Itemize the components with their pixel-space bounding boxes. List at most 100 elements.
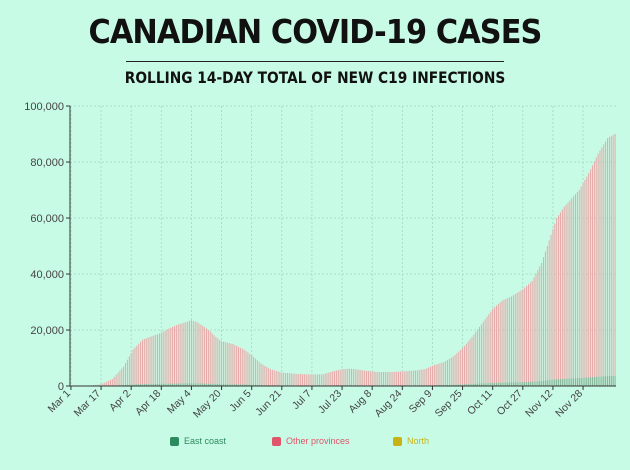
bar — [591, 165, 593, 386]
bar — [524, 287, 526, 386]
bar-east-coast — [575, 378, 577, 386]
bar — [354, 369, 356, 386]
bar — [367, 371, 369, 386]
bar — [181, 323, 183, 386]
bar — [198, 323, 200, 386]
bar — [226, 342, 228, 386]
bar-east-coast — [200, 383, 202, 386]
bar — [527, 284, 529, 386]
bar — [292, 373, 294, 386]
bar — [322, 374, 324, 386]
bar — [510, 296, 513, 386]
bar — [430, 366, 432, 386]
bar — [149, 336, 151, 386]
x-tick-label: May 20 — [191, 388, 224, 421]
bar-east-coast — [582, 377, 584, 386]
bar-east-coast — [153, 383, 155, 386]
bar — [437, 363, 439, 386]
bar-east-coast — [132, 384, 134, 386]
bar-east-coast — [590, 377, 592, 386]
bar — [177, 324, 179, 386]
bar — [529, 282, 531, 386]
bar — [567, 202, 569, 386]
bar-east-coast — [237, 384, 240, 386]
bar — [398, 371, 400, 386]
bar — [490, 311, 492, 386]
bar — [307, 374, 309, 386]
bar — [332, 371, 334, 386]
bar-east-coast — [537, 381, 539, 386]
bar-east-coast — [128, 384, 130, 386]
bar-east-coast — [471, 384, 473, 386]
x-tick-label: Oct 27 — [495, 388, 525, 418]
bar — [164, 330, 166, 386]
bar — [441, 362, 443, 386]
bar — [501, 300, 503, 386]
bar-east-coast — [175, 383, 177, 386]
bar — [356, 369, 358, 386]
chart-title: CANADIAN COVID-19 CASES — [88, 12, 542, 51]
y-tick-label: 60,000 — [30, 213, 64, 225]
y-axis-ticks: 0 20,000 40,000 60,000 80,000 100,000 — [24, 101, 70, 393]
legend-item-east-coast[interactable]: East coast — [170, 436, 226, 446]
y-tick-label: 20,000 — [30, 325, 64, 337]
bar-east-coast — [160, 383, 162, 386]
bar — [550, 234, 552, 386]
x-tick-label: Oct 11 — [465, 388, 495, 418]
bar — [612, 135, 614, 386]
bar — [300, 374, 302, 386]
legend-item-other-provinces[interactable]: Other provinces — [272, 436, 350, 446]
bar-east-coast — [222, 384, 224, 386]
bar — [539, 266, 541, 386]
bar — [369, 371, 371, 386]
bar-east-coast — [202, 383, 204, 386]
bar — [281, 372, 283, 386]
bar-east-coast — [230, 384, 232, 386]
bar — [569, 200, 571, 386]
legend-item-north[interactable]: North — [393, 436, 429, 446]
bar — [445, 361, 447, 386]
bar-east-coast — [554, 379, 556, 386]
bar — [141, 339, 144, 386]
bar-east-coast — [232, 384, 234, 386]
bar-east-coast — [495, 382, 497, 386]
bar — [573, 196, 575, 386]
x-tick-label: May 4 — [165, 388, 194, 417]
bar — [471, 337, 473, 386]
bar — [108, 380, 110, 386]
bar — [435, 364, 437, 386]
bar-east-coast — [462, 384, 464, 386]
bar-east-coast — [593, 377, 595, 386]
bar — [552, 229, 554, 386]
bar — [249, 353, 251, 386]
legend-label-other-provinces: Other provinces — [286, 436, 350, 446]
bar — [458, 351, 460, 386]
bar — [204, 327, 206, 386]
bar-east-coast — [224, 384, 226, 386]
bar — [264, 365, 266, 386]
bar-east-coast — [465, 384, 467, 386]
bar — [166, 329, 168, 386]
y-tick-label: 0 — [58, 381, 64, 393]
bar — [475, 331, 477, 386]
bar — [194, 321, 196, 386]
bar-east-coast — [561, 378, 563, 386]
bar-east-coast — [251, 384, 253, 386]
bar — [232, 344, 234, 386]
bar-east-coast — [204, 383, 206, 386]
bar-east-coast — [155, 383, 157, 386]
bar-east-coast — [601, 376, 603, 386]
bar — [614, 134, 616, 386]
bar-east-coast — [256, 384, 258, 386]
bar — [546, 246, 548, 386]
bar-east-coast — [482, 383, 484, 386]
bar-east-coast — [170, 383, 172, 386]
bar — [595, 157, 597, 386]
bar — [269, 369, 272, 386]
bar — [443, 362, 445, 386]
y-tick-label: 40,000 — [30, 269, 64, 281]
bar — [381, 372, 383, 386]
bar — [224, 342, 226, 386]
bar — [371, 371, 373, 386]
bar — [305, 374, 307, 386]
